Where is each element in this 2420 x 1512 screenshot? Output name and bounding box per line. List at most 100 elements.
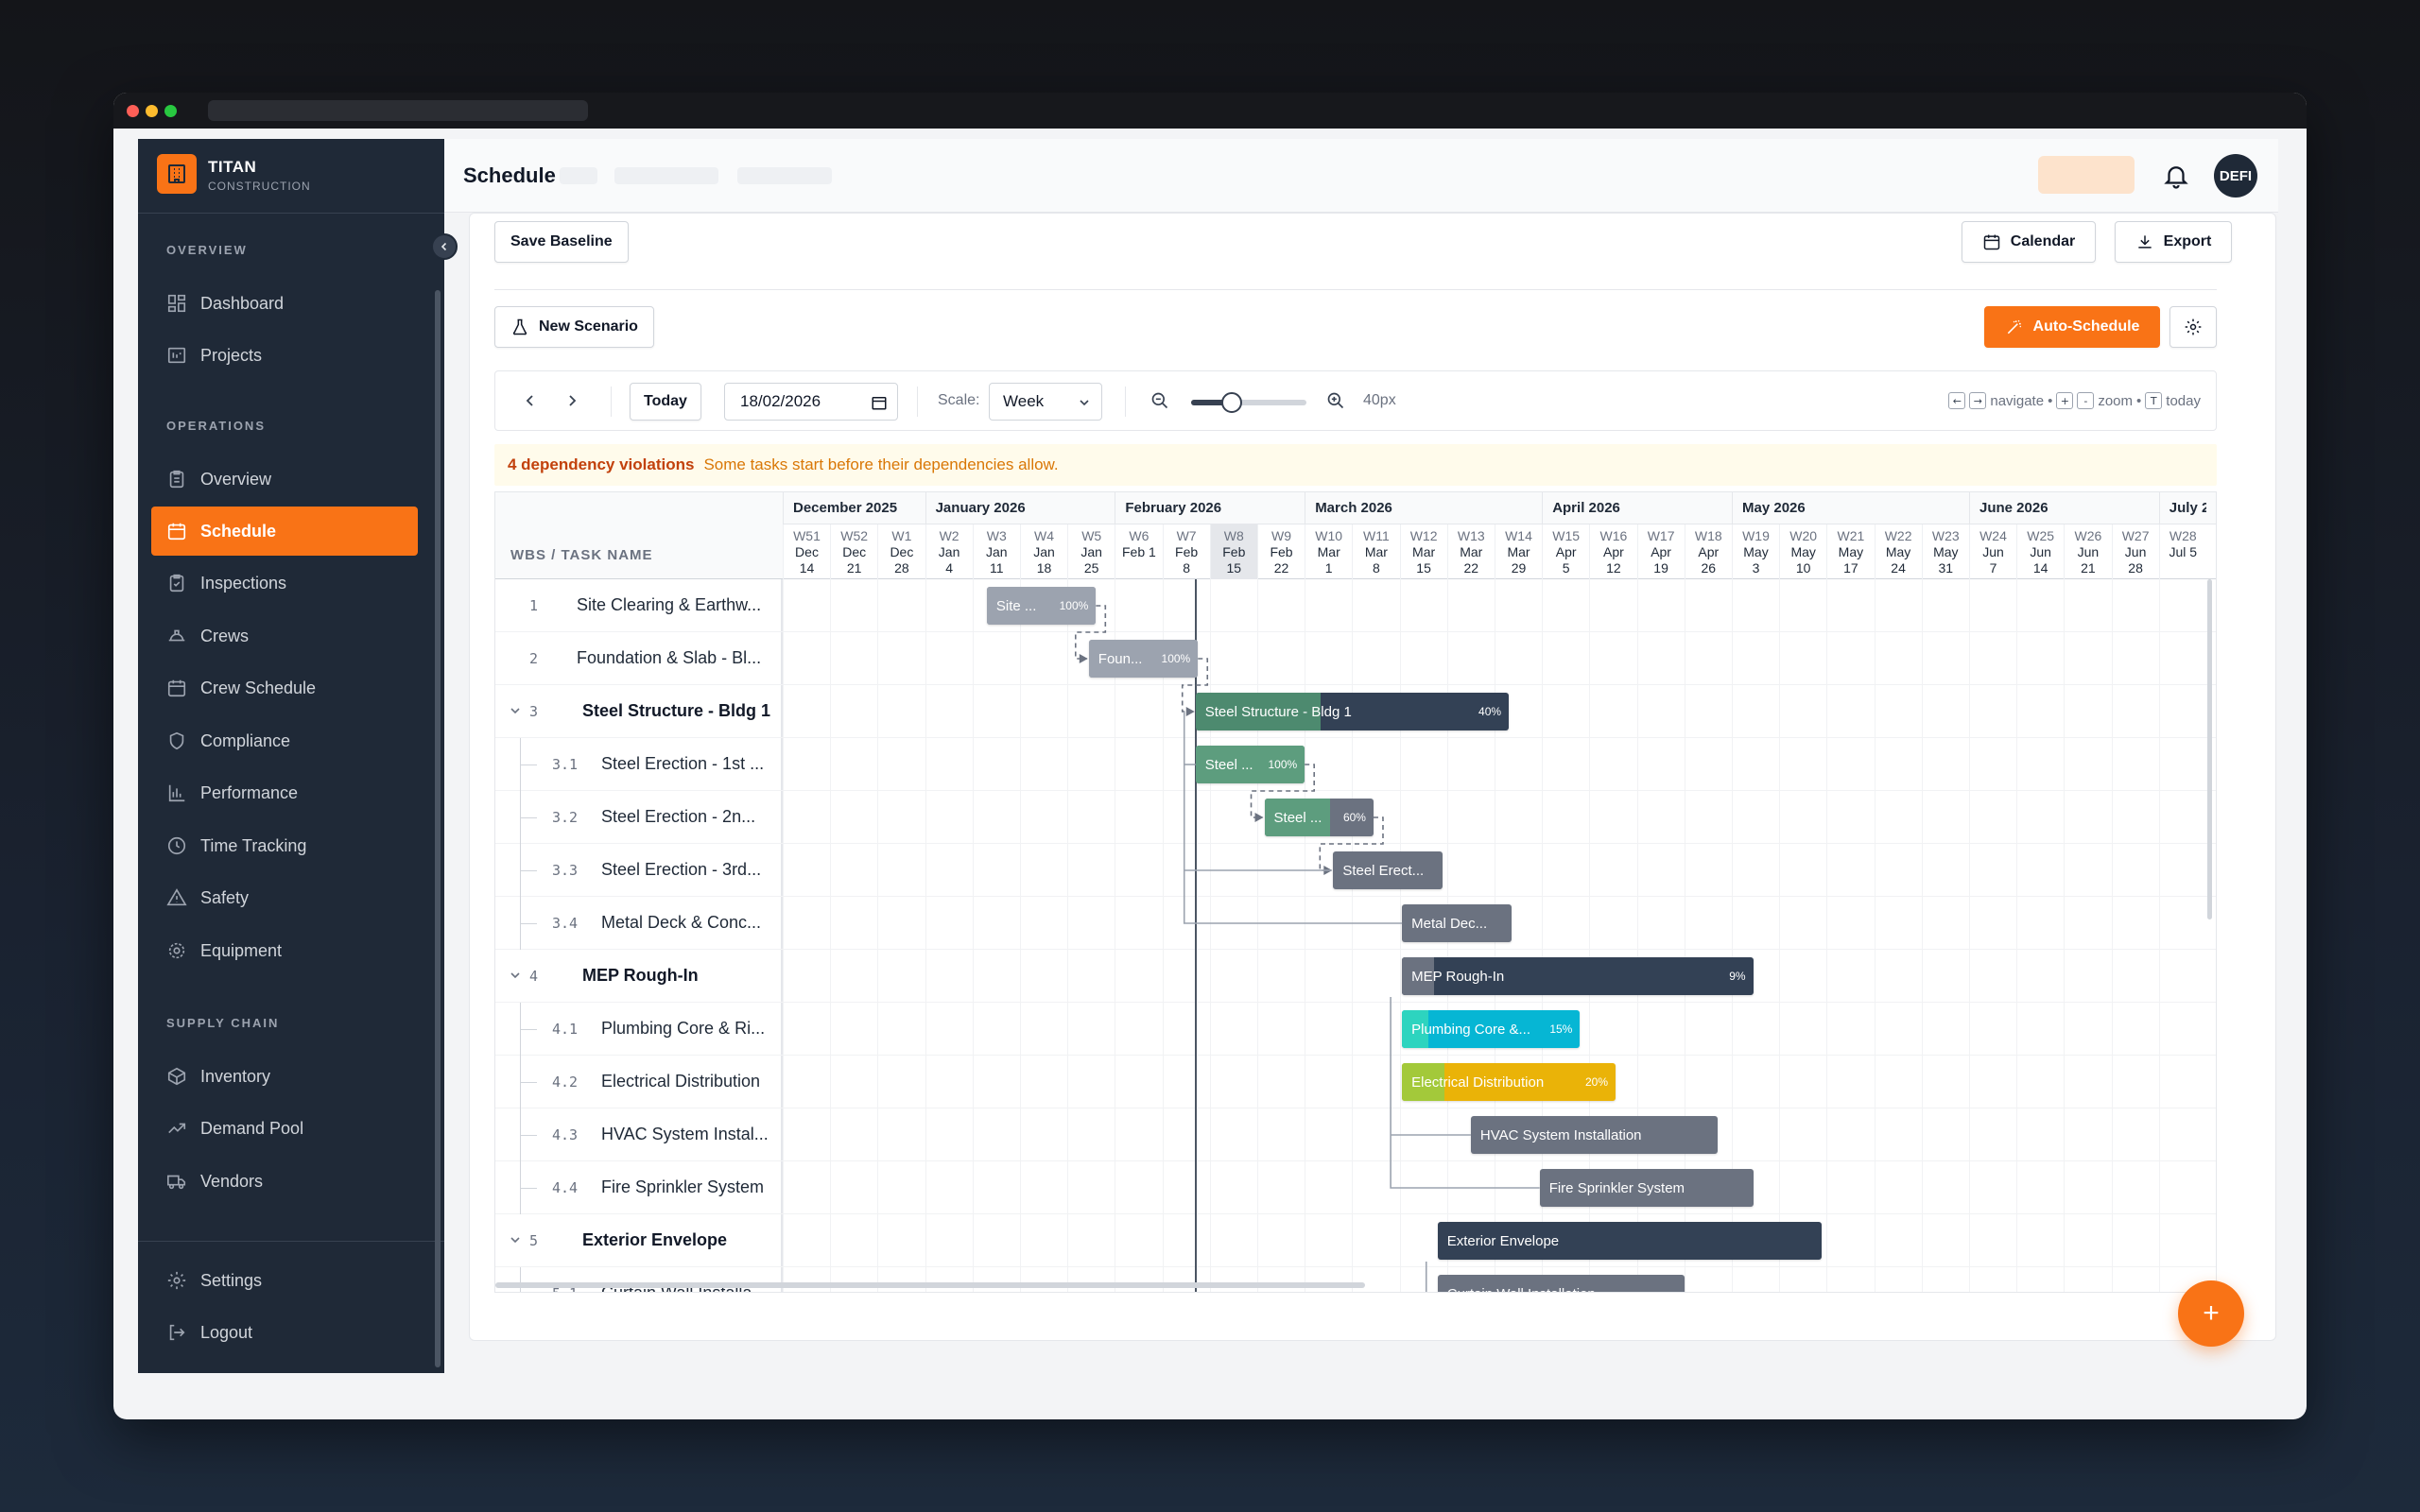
sidebar-item-demand-pool[interactable]: Demand Pool (151, 1104, 418, 1153)
task-row[interactable]: 1 Site Clearing & Earthw... (495, 579, 783, 632)
task-row[interactable]: 3.4 Metal Deck & Conc... (495, 897, 783, 950)
scale-select[interactable]: Week (989, 383, 1102, 421)
sidebar-item-label: Crews (200, 626, 250, 645)
zoom-slider-thumb[interactable] (1220, 392, 1242, 413)
sidebar-scrollbar[interactable] (435, 290, 441, 1367)
week-month: Apr (1651, 544, 1671, 559)
gantt-settings-button[interactable] (2169, 306, 2217, 348)
sidebar-item-dashboard[interactable]: Dashboard (151, 279, 418, 328)
zoom-out-button[interactable] (1148, 388, 1172, 413)
truck-icon (167, 1175, 186, 1190)
grid-line (1921, 579, 1923, 1292)
task-row[interactable]: 4.1 Plumbing Core & Ri... (495, 1003, 783, 1056)
maximize-window-button[interactable] (164, 105, 177, 117)
gantt-bar[interactable]: Steel ... 100% (1195, 746, 1305, 783)
task-row[interactable]: 3.2 Steel Erection - 2n... (495, 791, 783, 844)
gantt-bar[interactable]: Steel Erect... (1333, 851, 1443, 889)
auto-schedule-button[interactable]: Auto-Schedule (1984, 306, 2160, 348)
gantt-vertical-scrollbar[interactable] (2207, 579, 2212, 919)
week-day: 25 (1083, 560, 1099, 576)
notifications-button[interactable] (2162, 162, 2190, 190)
new-scenario-button[interactable]: New Scenario (494, 306, 654, 348)
gantt-bar[interactable]: Fire Sprinkler System (1539, 1169, 1754, 1207)
sidebar-item-compliance[interactable]: Compliance (151, 716, 418, 765)
gantt-bar[interactable]: Electrical Distribution 20% (1402, 1063, 1616, 1101)
bar-label: Site ... (995, 597, 1037, 614)
task-row[interactable]: 4.3 HVAC System Instal... (495, 1108, 783, 1161)
dependency-violation-alert[interactable]: 4 dependency violations Some tasks start… (494, 444, 2217, 486)
header-tab-placeholder[interactable] (560, 167, 597, 184)
sidebar-item-projects[interactable]: Projects (151, 331, 418, 380)
address-bar[interactable] (208, 100, 588, 121)
export-button[interactable]: Export (2115, 221, 2232, 263)
task-row[interactable]: 4.2 Electrical Distribution (495, 1056, 783, 1108)
sidebar-item-overview[interactable]: Overview (151, 455, 418, 504)
gantt-bar[interactable]: HVAC System Installation (1470, 1116, 1718, 1154)
gantt-bar[interactable]: Steel ... 60% (1264, 799, 1374, 836)
chevron-down-icon[interactable] (509, 1233, 522, 1246)
sidebar-item-inspections[interactable]: Inspections (151, 558, 418, 608)
gantt-bar[interactable]: Curtain Wall Installation (1437, 1275, 1685, 1292)
zoom-value: 40px (1363, 392, 1396, 408)
task-row[interactable]: 3.1 Steel Erection - 1st ... (495, 738, 783, 791)
sidebar-item-crews[interactable]: Crews (151, 611, 418, 661)
chevron-down-icon[interactable] (509, 969, 522, 982)
sidebar-item-time-tracking[interactable]: Time Tracking (151, 821, 418, 870)
task-wbs: 2 (529, 649, 539, 667)
zoom-in-button[interactable] (1323, 388, 1348, 413)
previous-button[interactable] (518, 388, 543, 413)
header-tab-placeholder[interactable] (614, 167, 718, 184)
collapse-sidebar-button[interactable] (431, 233, 458, 260)
gantt-bar[interactable]: MEP Rough-In 9% (1402, 957, 1754, 995)
header-action-button[interactable] (2038, 156, 2135, 194)
grid-line (783, 1160, 2216, 1161)
task-wbs: 5 (529, 1231, 539, 1249)
gantt-bar[interactable]: Foun... 100% (1088, 640, 1199, 678)
week-day: 28 (894, 560, 909, 576)
week-month: May (1790, 544, 1816, 559)
chevron-down-icon[interactable] (509, 704, 522, 717)
folder-icon (167, 347, 186, 364)
sidebar-item-logout[interactable]: Logout (151, 1308, 418, 1357)
sidebar-item-vendors[interactable]: Vendors (151, 1157, 418, 1206)
task-row[interactable]: 3.3 Steel Erection - 3rd... (495, 844, 783, 897)
date-input[interactable]: 18/02/2026 (724, 383, 898, 421)
gantt-bar[interactable]: Site ... 100% (986, 587, 1097, 625)
add-task-fab[interactable]: + (2178, 1280, 2244, 1347)
sidebar-item-inventory[interactable]: Inventory (151, 1052, 418, 1101)
sidebar-item-schedule[interactable]: Schedule (151, 507, 418, 556)
next-button[interactable] (560, 388, 584, 413)
zoom-slider[interactable] (1191, 392, 1306, 413)
sidebar-item-safety[interactable]: Safety (151, 873, 418, 922)
sidebar-item-settings[interactable]: Settings (151, 1256, 418, 1305)
task-row[interactable]: 4.4 Fire Sprinkler System (495, 1161, 783, 1214)
week-number: W21 (1837, 528, 1865, 543)
gantt-bar[interactable]: Steel Structure - Bldg 1 40% (1195, 693, 1510, 730)
close-window-button[interactable] (127, 105, 139, 117)
sidebar-item-crew-schedule[interactable]: Crew Schedule (151, 663, 418, 713)
header-tab-placeholder[interactable] (737, 167, 832, 184)
save-baseline-button[interactable]: Save Baseline (494, 221, 629, 263)
today-button[interactable]: Today (630, 383, 701, 421)
hint-today: today (2166, 392, 2201, 409)
gantt-horizontal-scrollbar[interactable] (495, 1282, 1365, 1288)
week-month: Jul 5 (2169, 544, 2198, 559)
gantt-bar[interactable]: Plumbing Core &... 15% (1402, 1010, 1581, 1048)
scale-label: Scale: (938, 392, 980, 408)
task-row[interactable]: 3 Steel Structure - Bldg 1 (495, 685, 783, 738)
task-row[interactable]: 5.1Curtain Wall Installa... (495, 1267, 783, 1292)
grid-line (1969, 579, 1970, 1292)
task-name: Foundation & Slab - Bl... (577, 648, 762, 667)
gantt-bar[interactable]: Exterior Envelope (1437, 1222, 1823, 1260)
sidebar-item-equipment[interactable]: Equipment (151, 926, 418, 975)
sidebar-item-label: Dashboard (200, 293, 285, 313)
task-row[interactable]: 4 MEP Rough-In (495, 950, 783, 1003)
task-row[interactable]: 2 Foundation & Slab - Bl... (495, 632, 783, 685)
gantt-bar[interactable]: Metal Dec... (1402, 904, 1512, 942)
task-row[interactable]: 5 Exterior Envelope (495, 1214, 783, 1267)
sidebar-item-performance[interactable]: Performance (151, 768, 418, 817)
minimize-window-button[interactable] (146, 105, 158, 117)
week-month: Jan (1033, 544, 1055, 559)
calendar-button[interactable]: Calendar (1962, 221, 2096, 263)
avatar[interactable]: DEFI (2214, 154, 2257, 198)
